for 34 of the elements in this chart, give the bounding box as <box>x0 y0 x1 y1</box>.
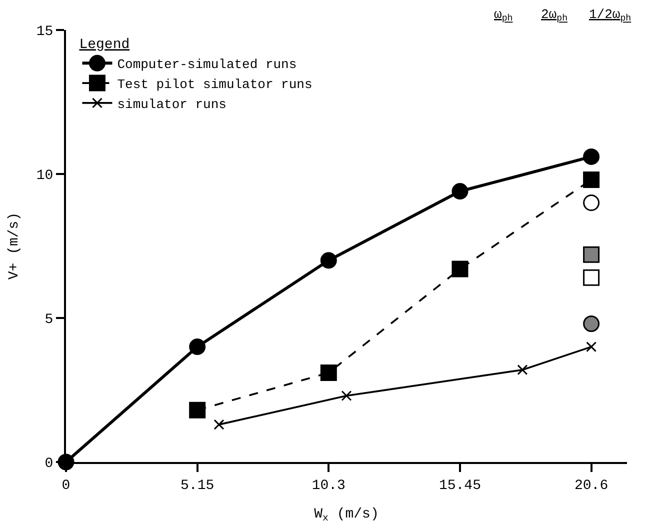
x-axis-title: W$_{x}$ (m/s) <box>314 506 379 524</box>
point <box>189 402 206 418</box>
point <box>517 364 528 376</box>
text: 2ω$_{ph}$ <box>541 7 568 24</box>
point <box>320 364 337 381</box>
point <box>583 194 600 212</box>
x-tick-label: 20.6 <box>574 478 608 494</box>
point <box>214 419 224 430</box>
point <box>586 342 597 352</box>
text: ω$_{ph}$ <box>494 7 513 24</box>
point <box>189 338 206 356</box>
legend-label: Computer-simulated runs <box>117 57 297 72</box>
y-axis-title: V+ (m/s) <box>6 212 22 280</box>
point <box>452 183 468 200</box>
point <box>341 390 352 402</box>
x-tick-label: 10.3 <box>312 478 346 494</box>
point <box>583 316 600 332</box>
x-tick-label: 5.15 <box>180 478 214 494</box>
legend-label: simulator runs <box>117 97 226 112</box>
point <box>583 246 600 263</box>
y-tick-label: 10 <box>36 168 54 184</box>
y-tick-label: 15 <box>36 24 54 40</box>
text: 1/2ω$_{ph}$ <box>589 7 632 24</box>
point <box>583 269 600 286</box>
point <box>583 172 600 188</box>
x-tick-label: 0 <box>62 478 70 494</box>
point <box>452 260 468 278</box>
x-tick-label: 15.45 <box>438 478 481 494</box>
y-tick-label: 5 <box>44 312 54 328</box>
legend-title: Legend <box>79 37 130 54</box>
point <box>320 252 337 269</box>
legend-label: Test pilot simulator runs <box>117 77 312 92</box>
y-tick-label: 0 <box>44 456 54 472</box>
point <box>583 148 600 165</box>
